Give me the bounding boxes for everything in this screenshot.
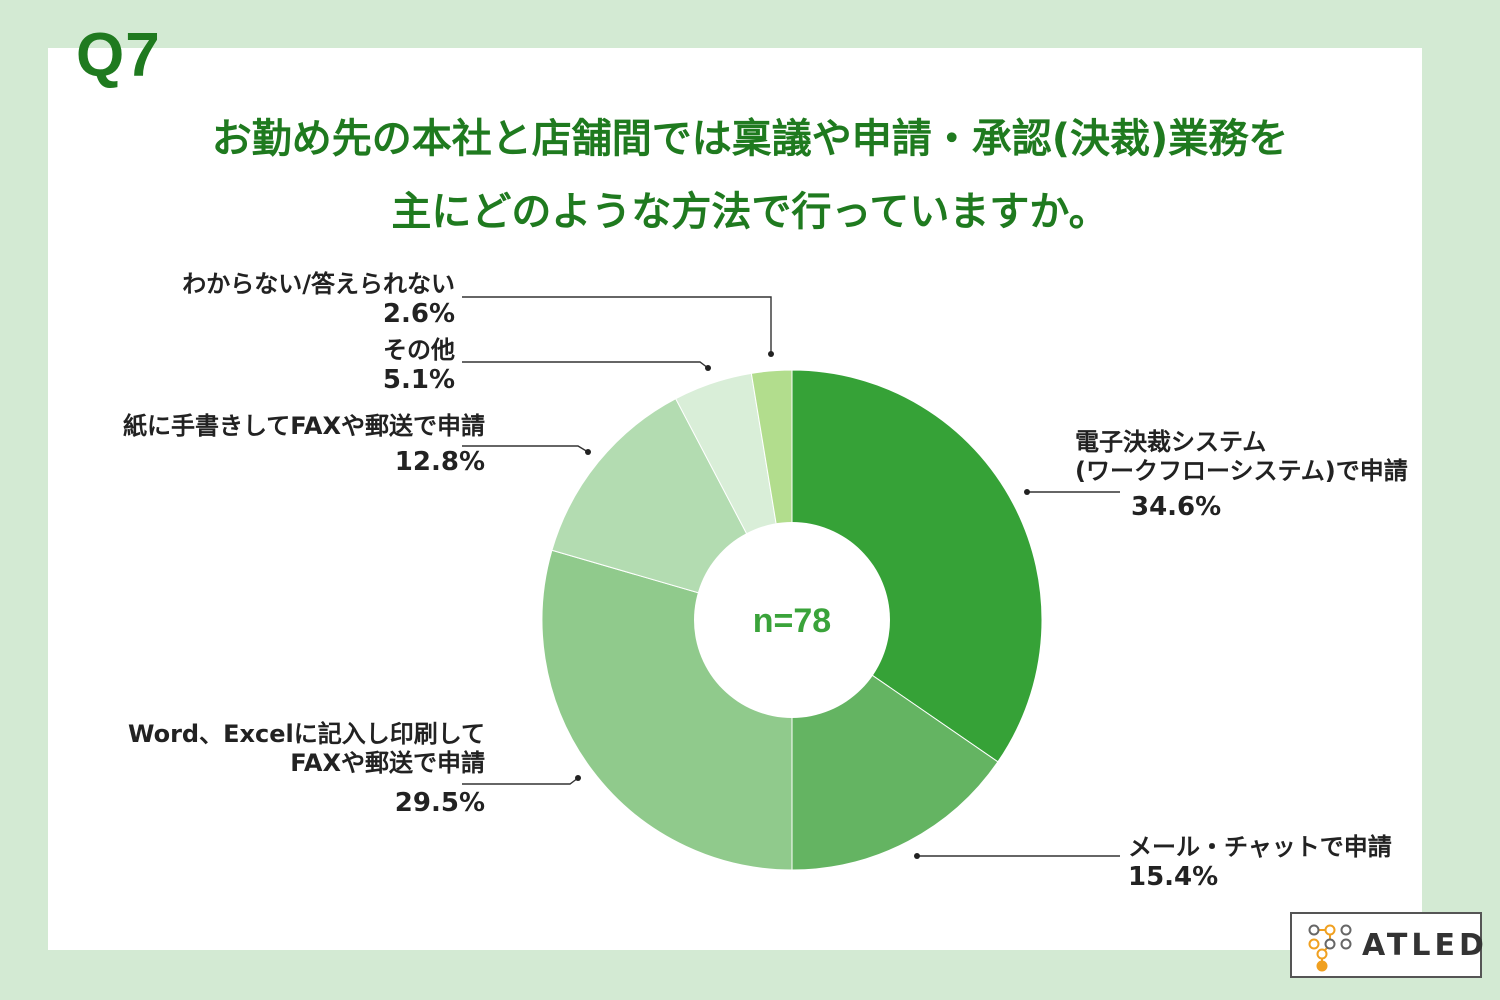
- leader-dot: [705, 365, 711, 371]
- slice-label-unknown: わからない/答えられない 2.6%: [182, 270, 455, 330]
- leader-dot: [1024, 489, 1030, 495]
- slice-label-line: Word、Excelに記入し印刷して: [127, 720, 485, 748]
- logo-text: ATLED: [1362, 928, 1488, 963]
- leader-line: [462, 445, 589, 453]
- leader-dot: [914, 853, 920, 859]
- slice-electronic-system: [791, 369, 1043, 763]
- leader-lines: [462, 296, 1120, 859]
- atled-node-logo-icon: [1308, 924, 1352, 972]
- slice-label-email-chat: メール・チャットで申請 15.4%: [1128, 833, 1392, 893]
- slice-label-electronic-system: 電子決裁システム (ワークフローシステム)で申請 34.6%: [1075, 428, 1408, 523]
- question-title-line-2: 主にどのような方法で行っていますか。: [391, 189, 1109, 235]
- question-number: Q7: [76, 21, 161, 90]
- atled-logo: ATLED: [1290, 912, 1484, 978]
- slice-label-other: その他 5.1%: [383, 336, 455, 396]
- donut-hole: [694, 522, 890, 718]
- leader-line: [462, 777, 579, 785]
- leader-dot: [768, 351, 774, 357]
- slice-value: 34.6%: [1131, 491, 1222, 522]
- slice-label-line: 電子決裁システム: [1075, 428, 1267, 456]
- leader-line: [462, 296, 772, 354]
- slice-label-line: メール・チャットで申請: [1128, 833, 1392, 861]
- slice-label-line: その他: [383, 336, 455, 364]
- slice-label-line: わからない/答えられない: [182, 270, 455, 298]
- slice-label-line: (ワークフローシステム)で申請: [1075, 456, 1408, 485]
- slice-label-word-excel: Word、Excelに記入し印刷して FAXや郵送で申請 29.5%: [128, 720, 485, 819]
- slice-label-line: 紙に手書きしてFAXや郵送で申請: [123, 412, 485, 440]
- slice-value: 29.5%: [394, 787, 485, 818]
- slice-label-handwritten: 紙に手書きしてFAXや郵送で申請 12.8%: [123, 412, 485, 478]
- slice-value: 12.8%: [394, 446, 485, 477]
- slice-value: 5.1%: [382, 364, 455, 395]
- leader-line: [462, 361, 709, 369]
- sample-size-label: n=78: [753, 602, 831, 640]
- slice-label-line: FAXや郵送で申請: [290, 748, 485, 777]
- slice-value: 15.4%: [1128, 861, 1219, 892]
- slice-value: 2.6%: [382, 298, 455, 329]
- leader-dot: [575, 775, 581, 781]
- leader-dot: [585, 449, 591, 455]
- question-title-line-1: お勤め先の本社と店舗間では稟議や申請・承認(決裁)業務を: [211, 116, 1289, 162]
